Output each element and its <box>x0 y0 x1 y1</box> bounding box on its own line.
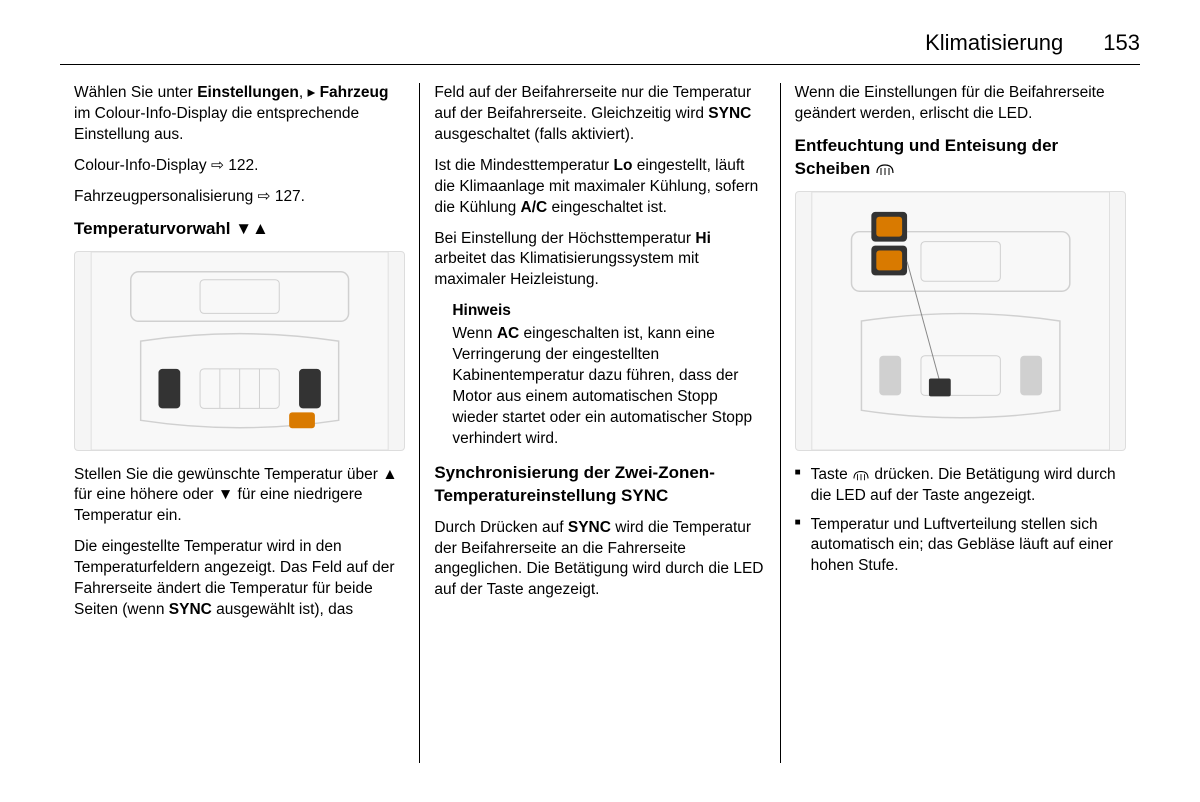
col1-para1: Wählen Sie unter Einstellungen, ▸ Fahrze… <box>74 83 405 146</box>
list-item: Taste drücken. Die Betätigung wird durch… <box>795 465 1126 507</box>
col1-para3: Fahrzeugpersonalisierung ⇨ 127. <box>74 187 405 208</box>
list-item: Temperatur und Luftverteilung stel­len s… <box>795 515 1126 578</box>
text-run: Wählen Sie unter <box>74 84 197 101</box>
text-run: Bei Einstellung der Höchsttemperatur <box>434 230 695 247</box>
text-run: ausgeschal­tet (falls aktiviert). <box>434 126 634 143</box>
heading-temperaturvorwahl: Temperaturvorwahl ▼▲ <box>74 218 405 241</box>
hinweis-label: Hinweis <box>452 301 765 322</box>
text-run: Taste <box>811 466 852 483</box>
text-bold: Einstellungen <box>197 84 299 101</box>
hinweis-block: Hinweis Wenn AC eingeschalten ist, kann … <box>434 301 765 449</box>
text-run: , <box>299 84 308 101</box>
header-divider <box>60 64 1140 65</box>
text-run: Durch Drücken auf <box>434 519 568 536</box>
col1-para2: Colour-Info-Display ⇨ 122. <box>74 156 405 177</box>
col1-para4: Stellen Sie die gewünschte Tempe­ratur ü… <box>74 465 405 528</box>
text-run: Wenn <box>452 325 497 342</box>
heading-entfeuchtung: Entfeuchtung und Enteisung der Scheiben <box>795 135 1126 181</box>
text-run: Entfeuchtung und Enteisung der Scheiben <box>795 136 1058 178</box>
column-1: Wählen Sie unter Einstellungen, ▸ Fahrze… <box>60 83 420 763</box>
text-run: eingeschalten ist, kann eine Verringerun… <box>452 325 752 447</box>
text-bold: SYNC <box>708 105 751 122</box>
bullet-list: Taste drücken. Die Betätigung wird durch… <box>795 465 1126 578</box>
header-chapter-title: Klimatisierung <box>925 30 1063 56</box>
up-triangle-icon: ▲ <box>382 466 397 483</box>
hinweis-text: Wenn AC eingeschalten ist, kann eine Ver… <box>452 324 765 450</box>
text-bold: Lo <box>614 157 633 174</box>
col1-para5: Die eingestellte Temperatur wird in den … <box>74 537 405 621</box>
text-run: ausgewählt ist), das <box>212 601 353 618</box>
down-triangle-icon: ▼ <box>218 486 233 503</box>
content-columns: Wählen Sie unter Einstellungen, ▸ Fahrze… <box>60 83 1140 763</box>
text-run: Ist die Mindesttemperatur <box>434 157 613 174</box>
page-number: 153 <box>1103 30 1140 56</box>
text-bold: SYNC <box>169 601 212 618</box>
climate-panel-svg <box>75 252 404 450</box>
text-bold: A/C <box>521 199 548 216</box>
climate-button-detail-image <box>795 191 1126 451</box>
text-run: Stellen Sie die gewünschte Tempe­ratur ü… <box>74 466 382 483</box>
column-3: Wenn die Einstellungen für die Bei­fahre… <box>781 83 1140 763</box>
defrost-icon <box>852 466 870 483</box>
col2-para1: Feld auf der Beifahrerseite nur die Temp… <box>434 83 765 146</box>
text-bold: AC <box>497 325 519 342</box>
col2-para4: Durch Drücken auf SYNC wird die Temperat… <box>434 518 765 602</box>
climate-panel-image <box>74 251 405 451</box>
col2-para2: Ist die Mindesttemperatur Lo einge­stell… <box>434 156 765 219</box>
text-run: eingeschaltet ist. <box>547 199 667 216</box>
text-run: für eine höhere oder <box>74 486 218 503</box>
col2-para3: Bei Einstellung der Höchsttemperatur Hi … <box>434 229 765 292</box>
text-bold: SYNC <box>568 519 611 536</box>
text-run: Feld auf der Beifahrerseite nur die Temp… <box>434 84 751 122</box>
defrost-icon <box>875 159 895 178</box>
text-bold: Fahrzeug <box>320 84 389 101</box>
page-header: Klimatisierung 153 <box>60 30 1140 56</box>
text-bold: Hi <box>695 230 711 247</box>
col3-para1: Wenn die Einstellungen für die Bei­fahre… <box>795 83 1126 125</box>
climate-button-svg <box>796 192 1125 450</box>
column-2: Feld auf der Beifahrerseite nur die Temp… <box>420 83 780 763</box>
heading-sync: Synchronisierung der Zwei-Zonen-Temperat… <box>434 462 765 508</box>
text-run: arbeitet das Klimatisierungssys­tem mit … <box>434 250 698 288</box>
text-run: im Colour-Info-Display die entsprechende… <box>74 105 359 143</box>
